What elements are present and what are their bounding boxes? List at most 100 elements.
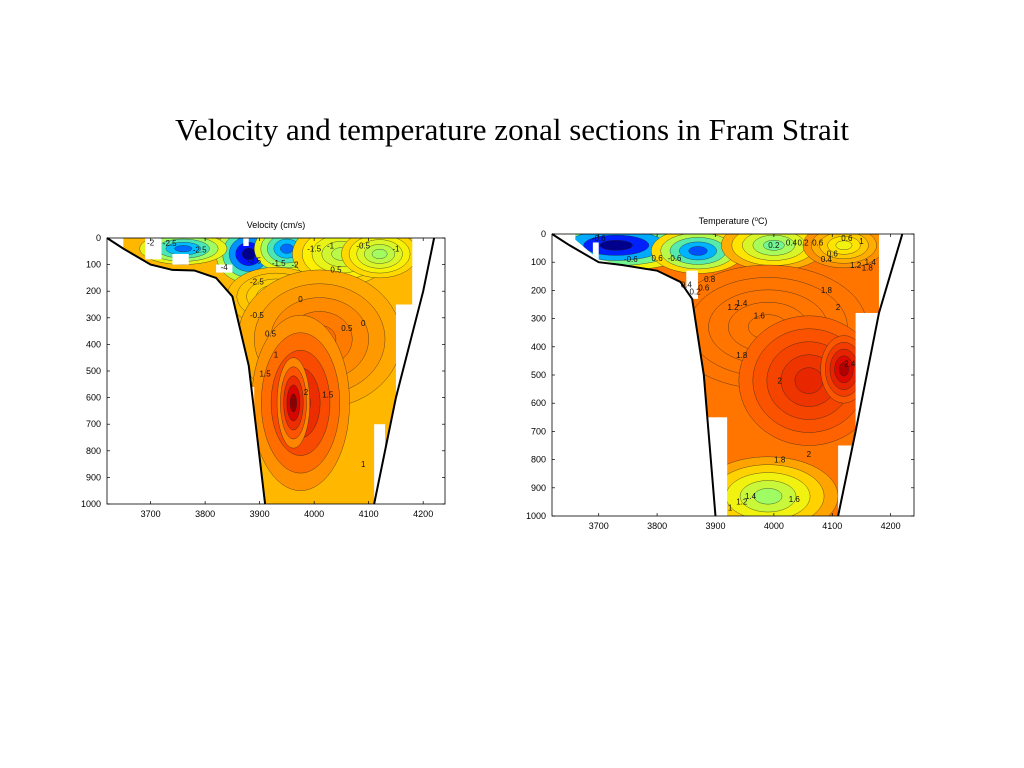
contour-label: 1.4 [745,492,757,501]
contour-label: 0.2 [689,288,701,297]
x-tick-label: 3700 [141,509,161,519]
contour-label: 1.8 [774,455,786,464]
chart-title-sup: o [755,217,759,223]
no-data-area [172,253,189,265]
contour-label: 1.8 [862,264,874,273]
y-tick-label: 800 [86,446,101,456]
contour-label: 0 [298,295,303,304]
y-tick-label: 900 [531,483,546,493]
velocity-panel: Velocity (cm/s) -2.5 -2 -2.5 -4 -3.5 -2.5 -1.5-… [60,214,460,524]
bottom-topography-line [837,233,904,517]
x-tick-label: 4200 [881,521,901,531]
contour-field [123,238,435,504]
contour-label: 1 [274,351,279,360]
y-tick-label: 1000 [526,511,546,521]
contour-label: -1.5 [307,244,321,253]
contour-label: 0.4 [681,281,693,290]
contour-label: 2.4 [844,360,856,369]
contour-label: 0.5 [341,324,353,333]
contour-label: -4 [221,263,229,272]
contour-label: 1.5 [322,391,334,400]
contour-label: -1 [392,244,400,253]
y-tick-label: 1000 [81,499,101,509]
contour-label: -3.5 [247,256,261,265]
contour-label: -2.5 [193,246,207,255]
contour-label: 0.6 [827,250,839,259]
x-tick-label: 4100 [822,521,842,531]
no-data-area [374,424,386,504]
chart-title: Temperature (oC) [699,216,768,226]
contour-label: 0.2 [798,238,810,247]
contour-band [753,488,783,505]
x-tick-label: 3800 [647,521,667,531]
y-tick-label: 200 [531,285,546,295]
contour-label: 0.6 [812,238,824,247]
temperature-section-chart: Temperature (oC)-0.6-0.6 0.6 -0.60.40.20.6… [526,216,915,531]
x-tick-label: 3800 [195,509,215,519]
contour-label: 0.4 [821,255,833,264]
contour-label: 1.2 [850,261,862,270]
no-data-area [216,264,233,273]
y-tick-label: 600 [86,393,101,403]
contour-field [569,234,879,516]
x-tick-label: 4000 [764,521,784,531]
no-data-area [855,312,879,446]
y-tick-label: 0 [96,233,101,243]
contour-label: -0.6 [592,234,606,243]
contour-label: 2 [304,388,309,397]
slide-title: Velocity and temperature zonal sections … [174,112,850,147]
chart-title: Velocity (cm/s) [247,220,306,230]
contour-label: 1.6 [754,312,766,321]
no-data-area [243,238,249,246]
contour-label: 2 [807,450,812,459]
chart-title-end: C) [758,216,768,226]
contour-label: 1 [361,460,366,469]
contour-band [599,239,633,251]
contour-band [763,239,785,251]
x-tick-label: 3900 [250,509,270,519]
x-tick-label: 4000 [304,509,324,519]
contour-label: -2 [292,260,300,269]
no-data-area [145,238,162,260]
y-tick-label: 600 [531,398,546,408]
y-tick-label: 800 [531,455,546,465]
contour-label: 2 [777,376,782,385]
contour-label: 1.5 [260,369,272,378]
y-tick-label: 0 [541,229,546,239]
contour-label: -0.6 [624,255,638,264]
y-tick-label: 500 [531,370,546,380]
contour-label: -2.5 [163,239,177,248]
contour-band [280,243,294,254]
y-tick-label: 900 [86,472,101,482]
contour-label: 1.4 [736,299,748,308]
x-tick-label: 3900 [705,521,725,531]
contour-label: 0.5 [330,266,342,275]
bottom-topography-line [106,237,267,505]
contour-label: 0.2 [768,241,780,250]
contour-label: 1.2 [736,498,748,507]
contour-label: 0.8 [704,275,716,284]
y-tick-label: 300 [86,313,101,323]
contour-label: 0.6 [698,283,710,292]
y-tick-label: 700 [531,426,546,436]
y-tick-label: 400 [531,342,546,352]
y-tick-label: 500 [86,366,101,376]
contour-label: 0.6 [652,254,664,263]
contour-label: -2.5 [250,278,264,287]
contour-label: -1 [327,242,335,251]
contour-label: 2 [836,303,841,312]
x-tick-label: 4100 [359,509,379,519]
contour-band [835,240,853,251]
contour-label: 1.6 [789,495,801,504]
no-data-area [692,417,728,516]
contour-label: 1.4 [865,258,877,267]
contour-band [839,362,849,377]
contour-label: 0.4 [786,238,798,247]
contour-band [794,367,824,394]
velocity-section-chart: Velocity (cm/s)-2.5-2-2.5-4-3.5-2.5-1.5-… [81,220,446,519]
contour-band [688,246,708,256]
no-data-area [686,270,698,299]
contour-label: -0.5 [250,311,264,320]
contour-label: 1.8 [821,286,833,295]
contour-band [371,248,388,259]
